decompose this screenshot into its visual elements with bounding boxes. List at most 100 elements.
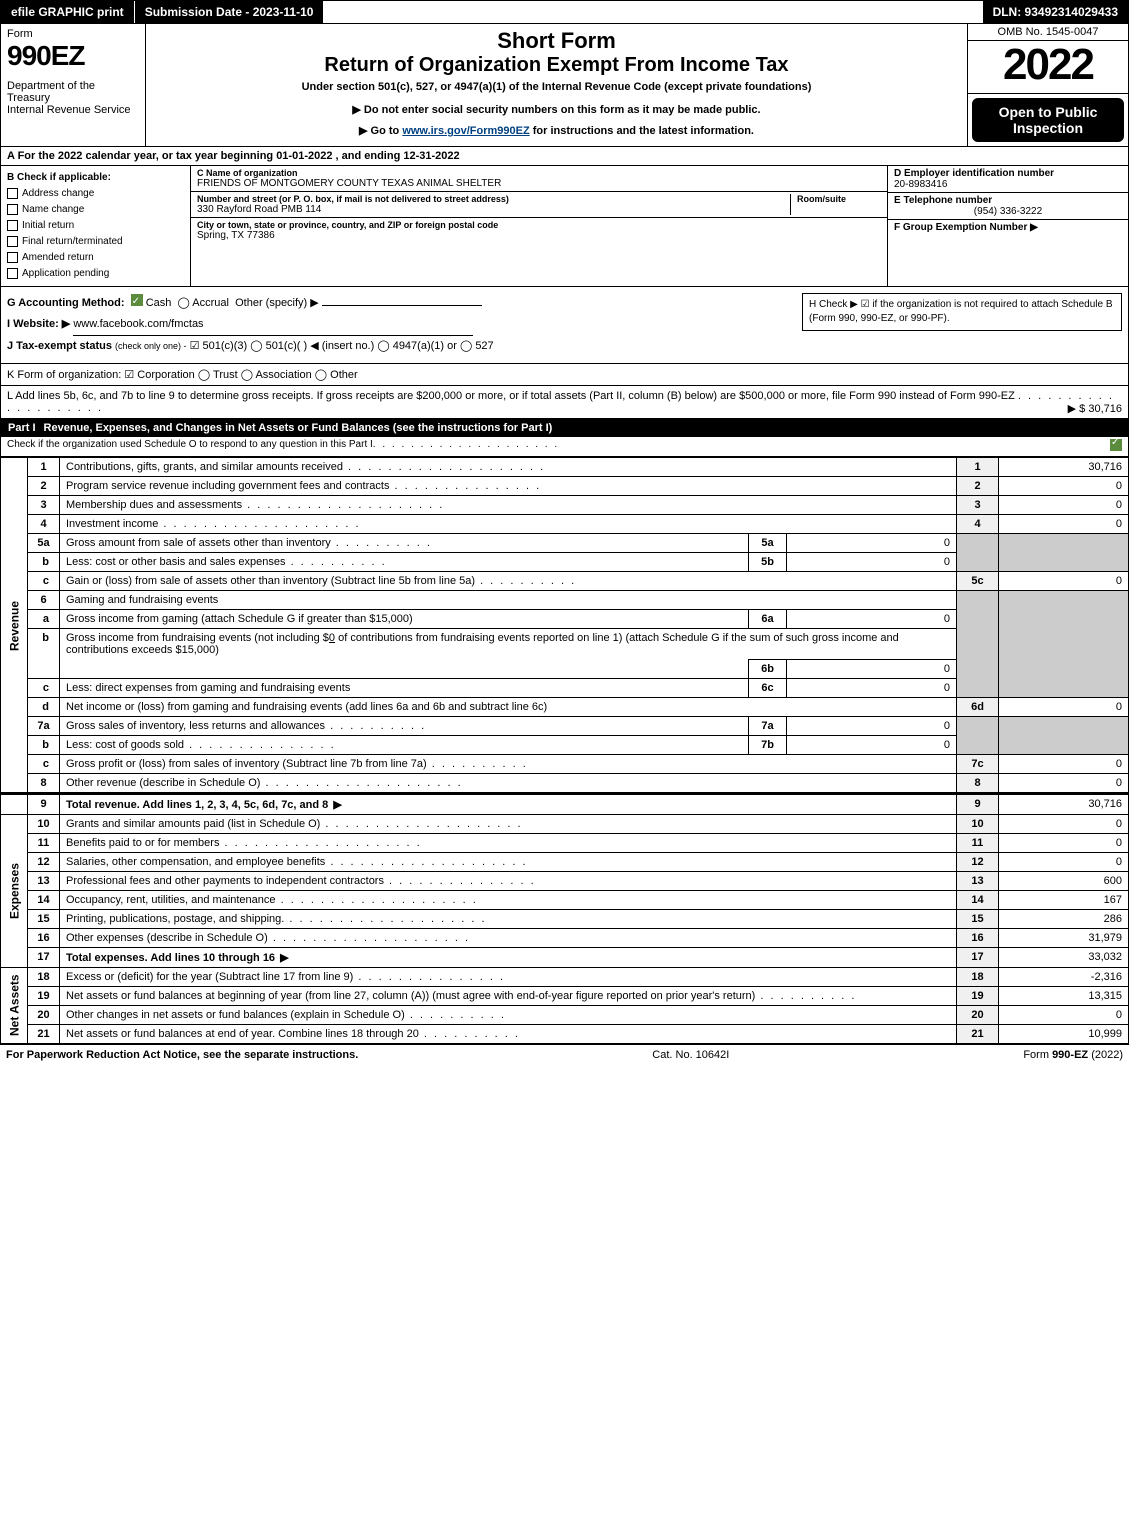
line-num: c (28, 678, 60, 697)
line-midval: 0 (787, 552, 957, 571)
check-name-change[interactable]: Name change (7, 202, 184, 218)
footer-left: For Paperwork Reduction Act Notice, see … (6, 1049, 358, 1061)
line-desc: Gaming and fundraising events (60, 590, 957, 609)
check-amended-return[interactable]: Amended return (7, 250, 184, 266)
line-num: b (28, 628, 60, 678)
checkbox-icon[interactable] (7, 236, 18, 247)
line-midnum: 5a (749, 533, 787, 552)
line-rnum: 5c (957, 571, 999, 590)
form-number: 990EZ (7, 40, 139, 72)
line-rnum: 2 (957, 476, 999, 495)
table-row: 3 Membership dues and assessments 3 0 (1, 495, 1129, 514)
line-desc: Contributions, gifts, grants, and simila… (60, 457, 957, 476)
column-def: D Employer identification number 20-8983… (888, 166, 1128, 286)
checkbox-icon[interactable] (7, 188, 18, 199)
line-num: 8 (28, 773, 60, 793)
line-num: 15 (28, 909, 60, 928)
checkbox-icon[interactable] (7, 268, 18, 279)
j-opts: ☑ 501(c)(3) ◯ 501(c)( ) ◀ (insert no.) ◯… (190, 340, 494, 352)
j-sub: (check only one) - (115, 341, 187, 351)
line-desc: Less: cost of goods sold (60, 735, 749, 754)
line-num: 7a (28, 716, 60, 735)
check-application-pending[interactable]: Application pending (7, 266, 184, 282)
line-value: 286 (999, 909, 1129, 928)
line-num: d (28, 697, 60, 716)
line-desc: Printing, publications, postage, and shi… (60, 909, 957, 928)
checkbox-icon[interactable] (7, 204, 18, 215)
line-desc: Salaries, other compensation, and employ… (60, 852, 957, 871)
line-value: 0 (999, 571, 1129, 590)
table-row: 13 Professional fees and other payments … (1, 871, 1129, 890)
checkmark-icon (1110, 439, 1122, 451)
table-row: 4 Investment income 4 0 (1, 514, 1129, 533)
check-label: Amended return (22, 252, 94, 263)
grey-cell (957, 533, 999, 571)
check-address-change[interactable]: Address change (7, 186, 184, 202)
g-other: Other (specify) ▶ (235, 297, 319, 309)
table-row: 16 Other expenses (describe in Schedule … (1, 928, 1129, 947)
l-amount: ▶ $ 30,716 (1068, 402, 1122, 415)
table-row: Expenses 10 Grants and similar amounts p… (1, 814, 1129, 833)
g-accrual: Accrual (192, 297, 229, 309)
line-value: 33,032 (999, 947, 1129, 967)
revenue-side-label: Revenue (1, 457, 28, 793)
line-value: 600 (999, 871, 1129, 890)
table-row: 14 Occupancy, rent, utilities, and maint… (1, 890, 1129, 909)
checkbox-icon[interactable] (7, 220, 18, 231)
part-i-subtext: Check if the organization used Schedule … (7, 439, 373, 454)
line-value: 0 (999, 1005, 1129, 1024)
line-value: 10,999 (999, 1024, 1129, 1043)
table-row: 12 Salaries, other compensation, and emp… (1, 852, 1129, 871)
table-row: c Gain or (loss) from sale of assets oth… (1, 571, 1129, 590)
check-label: Name change (22, 204, 84, 215)
line-num: 21 (28, 1024, 60, 1043)
netassets-side-label: Net Assets (1, 967, 28, 1043)
box-h: H Check ▶ ☑ if the organization is not r… (802, 293, 1122, 331)
column-c: C Name of organization FRIENDS OF MONTGO… (191, 166, 888, 286)
form-header: Form 990EZ Department of the Treasury In… (0, 24, 1129, 147)
submission-date-button[interactable]: Submission Date - 2023-11-10 (135, 1, 325, 23)
grey-cell (999, 716, 1129, 754)
line-desc: Investment income (60, 514, 957, 533)
line-num: 2 (28, 476, 60, 495)
line-rnum: 21 (957, 1024, 999, 1043)
line-desc: Net income or (loss) from gaming and fun… (60, 697, 957, 716)
check-final-return[interactable]: Final return/terminated (7, 234, 184, 250)
goto-link[interactable]: www.irs.gov/Form990EZ (402, 125, 529, 137)
table-row: 21 Net assets or fund balances at end of… (1, 1024, 1129, 1043)
row-j: J Tax-exempt status (check only one) - ☑… (7, 336, 1122, 357)
check-initial-return[interactable]: Initial return (7, 218, 184, 234)
line-num: c (28, 571, 60, 590)
line-value: 0 (999, 476, 1129, 495)
line-value: 0 (999, 852, 1129, 871)
city-cell: City or town, state or province, country… (191, 218, 887, 243)
line-rnum: 6d (957, 697, 999, 716)
grey-cell (957, 716, 999, 754)
line-value: 0 (999, 814, 1129, 833)
part-i-label: Part I (8, 422, 44, 434)
line-num: 6 (28, 590, 60, 609)
city-value: Spring, TX 77386 (197, 230, 881, 241)
checkbox-icon[interactable] (7, 252, 18, 263)
line-rnum: 7c (957, 754, 999, 773)
line-midval: 0 (787, 678, 957, 697)
line-rnum: 15 (957, 909, 999, 928)
line-value: 0 (999, 697, 1129, 716)
check-label: Initial return (22, 220, 74, 231)
g-label: G Accounting Method: (7, 297, 125, 309)
line-num: 10 (28, 814, 60, 833)
efile-print-button[interactable]: efile GRAPHIC print (1, 1, 135, 23)
line-value: -2,316 (999, 967, 1129, 986)
table-row: 5a Gross amount from sale of assets othe… (1, 533, 1129, 552)
line-value: 167 (999, 890, 1129, 909)
line-num: 16 (28, 928, 60, 947)
tax-year: 2022 (968, 41, 1128, 94)
line-midval: 0 (787, 659, 957, 678)
line-value: 0 (999, 495, 1129, 514)
org-name-label: C Name of organization (197, 168, 881, 178)
line-desc: Membership dues and assessments (60, 495, 957, 514)
do-not-enter: ▶ Do not enter social security numbers o… (154, 103, 959, 116)
row-l: L Add lines 5b, 6c, and 7b to line 9 to … (0, 386, 1129, 419)
line-rnum: 3 (957, 495, 999, 514)
line-midval: 0 (787, 716, 957, 735)
